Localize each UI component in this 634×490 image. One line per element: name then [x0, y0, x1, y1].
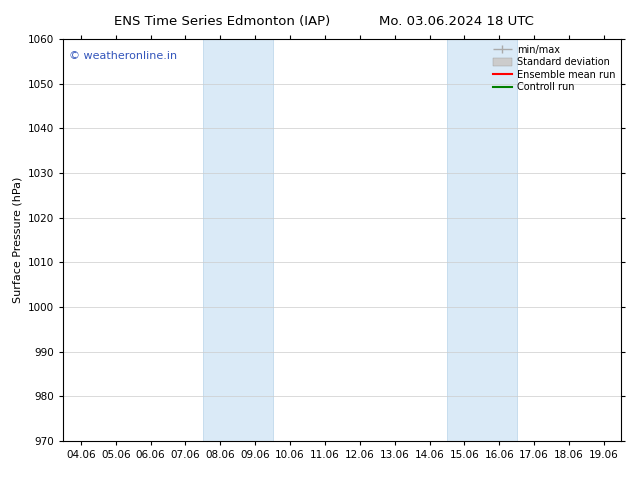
- Text: ENS Time Series Edmonton (IAP): ENS Time Series Edmonton (IAP): [113, 15, 330, 28]
- Legend: min/max, Standard deviation, Ensemble mean run, Controll run: min/max, Standard deviation, Ensemble me…: [489, 41, 619, 96]
- Text: © weatheronline.in: © weatheronline.in: [69, 51, 177, 61]
- Bar: [447, 39, 517, 441]
- Text: Mo. 03.06.2024 18 UTC: Mo. 03.06.2024 18 UTC: [379, 15, 534, 28]
- Y-axis label: Surface Pressure (hPa): Surface Pressure (hPa): [13, 177, 23, 303]
- Bar: [203, 39, 273, 441]
